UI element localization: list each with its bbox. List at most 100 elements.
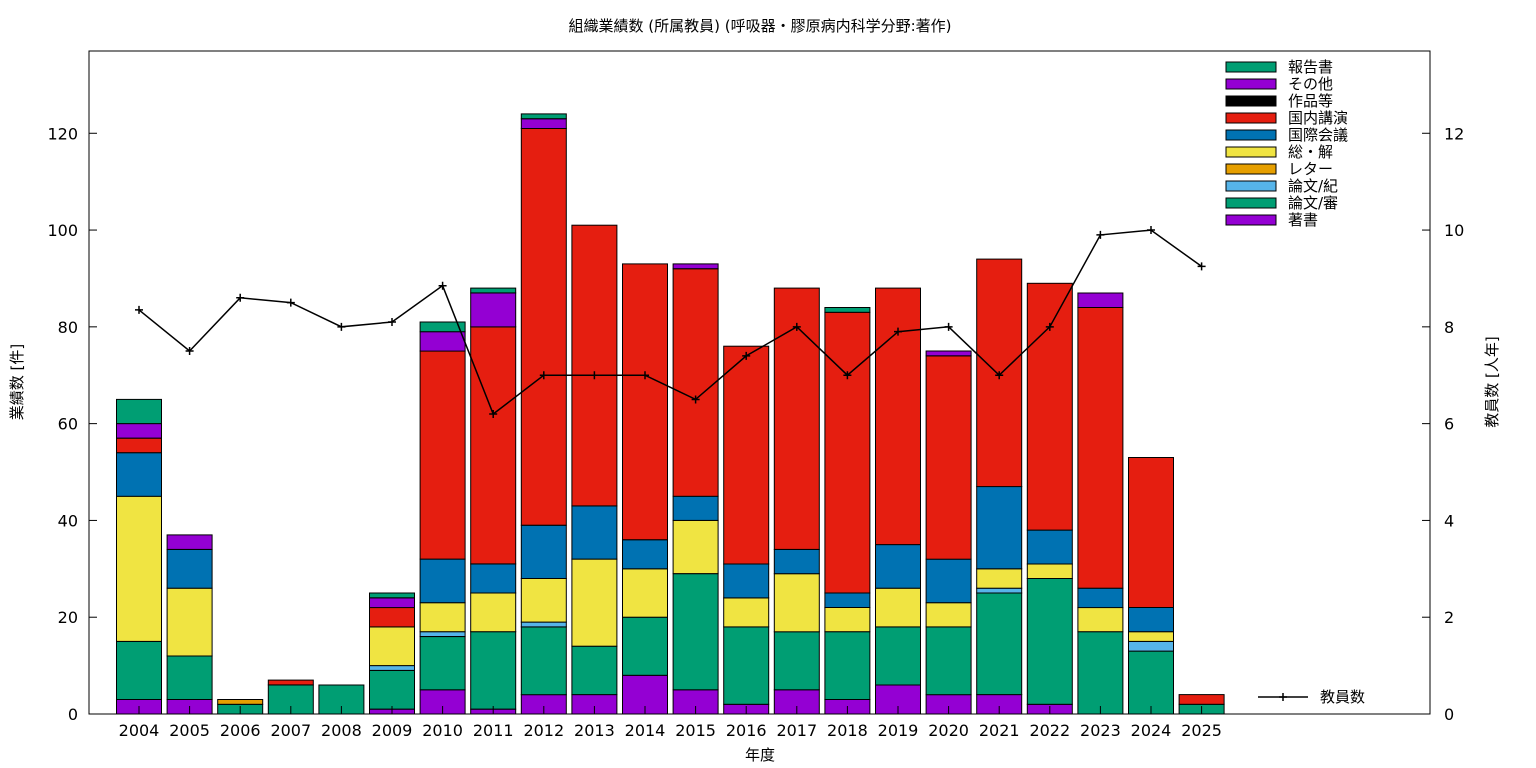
bar-2021-series-4 bbox=[976, 568, 1023, 589]
y2-tick-label: 8 bbox=[1444, 318, 1454, 337]
bar-2005-series-8 bbox=[166, 534, 213, 550]
y-axis-label: 業績数 [件] bbox=[8, 344, 26, 420]
bar-2023-series-6 bbox=[1077, 307, 1124, 589]
bar-2009-series-8 bbox=[369, 597, 415, 609]
bar-2017-series-5 bbox=[773, 549, 820, 575]
line-layer bbox=[135, 226, 1206, 418]
legend-label: その他 bbox=[1288, 75, 1333, 93]
bar-2009-series-4 bbox=[369, 626, 415, 667]
legend-swatch bbox=[1225, 61, 1277, 73]
line-point-2010 bbox=[438, 281, 447, 290]
x-tick-label: 2011 bbox=[473, 721, 514, 740]
y2-tick-label: 4 bbox=[1444, 511, 1454, 530]
x-tick-label: 2006 bbox=[220, 721, 261, 740]
bar-2020-series-5 bbox=[925, 558, 972, 604]
bar-2009-series-9 bbox=[369, 592, 415, 599]
line-point-2005 bbox=[185, 347, 194, 356]
bar-2018-series-4 bbox=[824, 607, 871, 633]
x-axis-label: 年度 bbox=[745, 746, 775, 764]
legend-swatch bbox=[1225, 146, 1277, 158]
bar-2010-series-8 bbox=[419, 331, 466, 352]
bar-2015-series-1 bbox=[672, 573, 719, 691]
line-point-2024 bbox=[1147, 226, 1155, 235]
x-tick-label: 2020 bbox=[928, 721, 969, 740]
x-tick-label: 2005 bbox=[169, 721, 210, 740]
bar-2014-series-6 bbox=[622, 263, 668, 541]
bar-2004-series-6 bbox=[116, 437, 162, 454]
line-point-2022 bbox=[1045, 322, 1054, 331]
x-tick-label: 2008 bbox=[321, 721, 362, 740]
bar-2013-series-5 bbox=[571, 505, 618, 560]
bar-2021-series-5 bbox=[976, 486, 1023, 570]
line-point-2007 bbox=[286, 298, 295, 307]
line-point-2019 bbox=[894, 327, 902, 336]
legend-label: 国内講演 bbox=[1288, 109, 1348, 127]
y2-axis-label: 教員数 [人年] bbox=[1483, 336, 1501, 427]
line-series-path bbox=[138, 229, 1203, 416]
x-tick-label: 2021 bbox=[979, 721, 1020, 740]
line-point-2025 bbox=[1197, 262, 1206, 271]
bar-2015-series-8 bbox=[672, 263, 719, 270]
bar-2004-series-9 bbox=[116, 398, 162, 425]
bar-2004-series-4 bbox=[116, 495, 162, 642]
bar-2004-series-5 bbox=[116, 452, 162, 497]
line-point-2021 bbox=[995, 371, 1004, 380]
x-tick-label: 2018 bbox=[827, 721, 868, 740]
bar-2011-series-5 bbox=[470, 563, 517, 594]
bar-2024-series-1 bbox=[1128, 650, 1174, 715]
bar-2011-series-8 bbox=[470, 292, 517, 328]
y2-tick-label: 6 bbox=[1444, 415, 1454, 434]
bar-2013-series-4 bbox=[571, 558, 618, 647]
legend-swatch bbox=[1225, 95, 1277, 107]
x-tick-label: 2023 bbox=[1080, 721, 1121, 740]
bar-2018-series-5 bbox=[824, 592, 871, 608]
legend-label: 作品等 bbox=[1288, 92, 1333, 110]
y2-tick-label: 0 bbox=[1444, 705, 1454, 724]
bar-2014-series-1 bbox=[622, 616, 668, 676]
bar-2022-series-4 bbox=[1026, 563, 1073, 579]
y-tick-label: 60 bbox=[58, 415, 78, 434]
bar-2011-series-1 bbox=[470, 631, 517, 710]
bar-2013-series-6 bbox=[571, 224, 618, 507]
bar-2017-series-1 bbox=[773, 631, 820, 691]
legend-swatch bbox=[1225, 214, 1277, 226]
line-point-2009 bbox=[388, 318, 396, 327]
bar-2012-series-2 bbox=[520, 621, 567, 628]
bar-2004-series-8 bbox=[116, 423, 162, 439]
bar-2016-series-1 bbox=[723, 626, 770, 705]
bar-2011-series-9 bbox=[470, 287, 517, 294]
bar-2009-series-1 bbox=[369, 669, 415, 710]
bar-2007-series-6 bbox=[267, 679, 314, 686]
bar-2025-series-6 bbox=[1178, 694, 1225, 705]
x-tick-label: 2016 bbox=[726, 721, 767, 740]
bar-2024-series-6 bbox=[1128, 457, 1174, 608]
bar-2010-series-5 bbox=[419, 558, 466, 604]
bar-2010-series-4 bbox=[419, 602, 466, 633]
bar-2020-series-6 bbox=[925, 355, 972, 560]
bar-2005-series-5 bbox=[166, 549, 213, 589]
y-tick-label: 80 bbox=[58, 318, 78, 337]
bar-2024-series-2 bbox=[1128, 640, 1174, 652]
legend-label-line: 教員数 bbox=[1320, 688, 1365, 706]
x-tick-label: 2025 bbox=[1181, 721, 1222, 740]
legend-line-marker bbox=[1279, 693, 1287, 701]
legend-label: 著書 bbox=[1288, 211, 1318, 229]
line-point-2020 bbox=[944, 322, 953, 331]
bar-2011-series-6 bbox=[470, 326, 517, 565]
x-tick-label: 2019 bbox=[878, 721, 919, 740]
bar-2019-series-4 bbox=[875, 587, 921, 628]
legend-label: 論文/審 bbox=[1288, 194, 1338, 212]
bar-2020-series-1 bbox=[925, 626, 972, 696]
bar-2011-series-4 bbox=[470, 592, 517, 633]
line-point-2016 bbox=[742, 351, 751, 360]
bar-2022-series-6 bbox=[1026, 282, 1073, 531]
y2-tick-label: 2 bbox=[1444, 608, 1454, 627]
line-point-2006 bbox=[236, 293, 245, 302]
x-tick-label: 2009 bbox=[372, 721, 413, 740]
legend-label: 論文/紀 bbox=[1288, 177, 1338, 195]
bar-2019-series-6 bbox=[875, 287, 921, 546]
line-point-2008 bbox=[337, 322, 346, 331]
bar-2010-series-2 bbox=[419, 631, 466, 638]
legend-label: 報告書 bbox=[1288, 58, 1333, 76]
legend-label: 総・解 bbox=[1288, 143, 1333, 161]
